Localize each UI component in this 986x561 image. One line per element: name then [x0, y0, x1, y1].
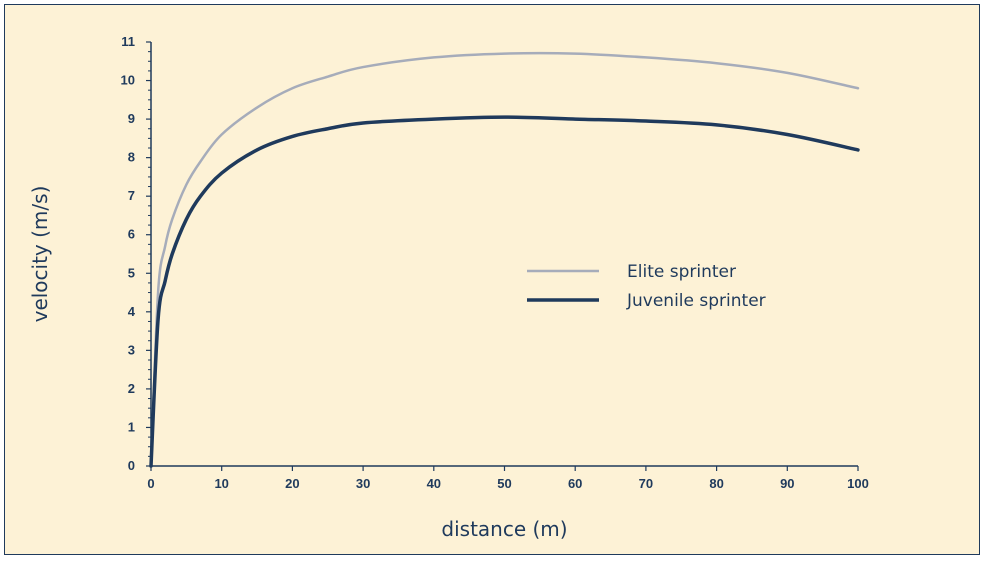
x-tick-label: 90: [780, 476, 794, 491]
legend-label: Elite sprinter: [627, 262, 736, 282]
y-tick-label: 2: [128, 381, 135, 396]
x-tick-label: 80: [709, 476, 723, 491]
y-tick-label: 10: [121, 73, 135, 88]
y-tick-label: 3: [128, 342, 135, 357]
x-tick-label: 50: [497, 476, 511, 491]
series-lines: [149, 51, 860, 468]
legend: Elite sprinter Juvenile sprinter: [527, 262, 766, 311]
series-line-juvenile: [149, 115, 860, 468]
x-tick-label: 10: [214, 476, 228, 491]
y-tick-label: 1: [128, 419, 135, 434]
x-axis-title: distance (m): [441, 517, 567, 541]
legend-label: Juvenile sprinter: [626, 291, 766, 311]
y-tick-label: 7: [128, 188, 135, 203]
y-tick-label: 4: [128, 304, 136, 319]
y-tick-label: 8: [128, 150, 135, 165]
x-tick-label: 70: [639, 476, 653, 491]
y-tick-label: 9: [128, 111, 135, 126]
y-axis-title: velocity (m/s): [28, 186, 52, 323]
x-tick-label: 60: [568, 476, 582, 491]
x-tick-label: 20: [285, 476, 299, 491]
axes: 0 1 2 3 4 5 6 7 8 9 10 11 0 10 20 30 40 50 60 70 80 90 100: [121, 34, 869, 491]
y-tick-label: 0: [128, 458, 135, 473]
x-tick-label: 40: [427, 476, 441, 491]
y-tick-label: 6: [128, 227, 135, 242]
y-tick-label: 11: [121, 34, 135, 49]
y-tick-label: 5: [128, 265, 135, 280]
series-line-elite: [149, 51, 860, 468]
x-tick-label: 0: [147, 476, 154, 491]
x-tick-label: 100: [847, 476, 869, 491]
x-tick-label: 30: [356, 476, 370, 491]
